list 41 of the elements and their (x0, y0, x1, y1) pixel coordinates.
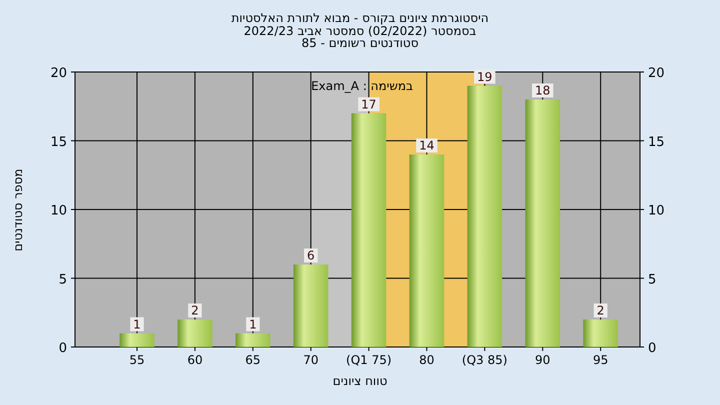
data-label: 1 (249, 317, 257, 332)
y2-tick-label: 15 (648, 134, 665, 150)
data-label: 17 (361, 97, 376, 112)
y2-tick-label: 10 (648, 204, 665, 218)
y-axis-title: מספר סטודנטים (11, 168, 25, 252)
data-label: 19 (477, 70, 492, 84)
y-tick-label: 0 (58, 341, 67, 356)
y-tick-label: 15 (50, 134, 67, 150)
data-label: 2 (191, 304, 199, 318)
bar (178, 320, 212, 347)
data-label: 6 (307, 248, 315, 262)
bar (236, 333, 270, 347)
x-tick-label: 60 (187, 353, 203, 367)
bar (293, 264, 328, 347)
data-label: 18 (535, 84, 550, 98)
y-tick-label: 5 (58, 272, 67, 288)
x-axis-title: טווח ציונים (332, 374, 388, 388)
y-tick-label: 20 (50, 66, 67, 81)
x-tick-label: 90 (535, 353, 550, 367)
bar (583, 320, 618, 347)
annotation: במשימה : Exam_A (311, 79, 413, 93)
y-tick-label: 10 (50, 204, 67, 218)
bar (409, 154, 444, 347)
data-label: 2 (596, 304, 604, 318)
x-tick-label: (Q1 75) (346, 353, 392, 367)
x-tick-label: 65 (245, 353, 261, 367)
y2-tick-label: 20 (648, 66, 665, 81)
chart-subtitle: בסמסטר (02/2022) סמסטר אביב 2022/23 סטודנטים רשומים - 85 (244, 24, 476, 50)
x-tick-label: (Q3 85) (462, 353, 508, 367)
data-label: 14 (419, 138, 434, 152)
bar (120, 333, 154, 347)
bar (467, 86, 502, 347)
bar (525, 100, 560, 347)
x-tick-label: 70 (303, 353, 318, 367)
data-label: 1 (133, 317, 141, 332)
y2-tick-label: 5 (648, 272, 656, 288)
y2-tick-label: 0 (648, 341, 656, 356)
x-tick-label: 95 (592, 353, 608, 367)
x-tick-label: 80 (419, 353, 434, 367)
chart-title: היסטוגרמת ציונים בקורס - מבוא לתורת האלסטיות (231, 11, 489, 25)
x-tick-label: 55 (129, 353, 145, 367)
